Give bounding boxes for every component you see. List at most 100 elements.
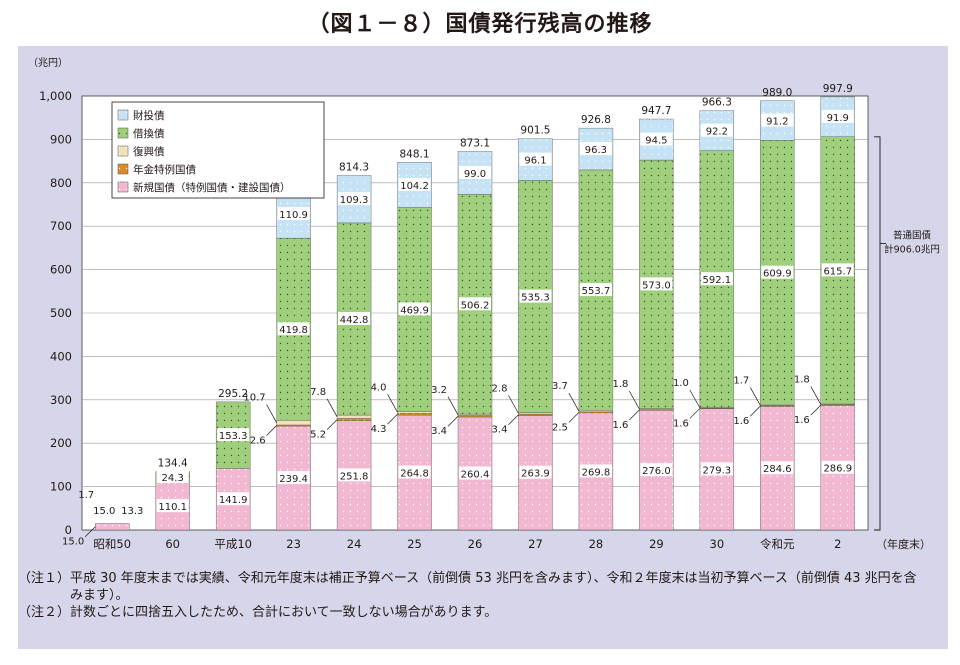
segment-label: 609.9 [763,269,792,280]
segment-label: 94.5 [645,136,667,147]
segment-label: 96.3 [585,145,607,156]
segment-label: 141.9 [219,495,248,506]
bar-total-label: 966.3 [702,97,732,109]
legend-swatch-karikae [117,127,129,139]
segment-label-bg [821,460,854,474]
y-tick-label: 0 [65,523,72,537]
footnote-2-label: （注２） [18,605,71,620]
small-segment-label: 2.8 [492,383,508,394]
segment-label-bg [277,207,310,221]
bar-total-label: 848.1 [400,148,430,160]
small-segment-label: 2.6 [250,436,266,447]
segment-label: 615.7 [823,266,852,277]
bar-segment-nenkin [336,418,372,421]
x-tick-label: 昭和50 [93,537,131,551]
small-segment-label: 1.0 [673,378,689,389]
y-tick-label: 700 [50,219,72,233]
segment-label: 239.4 [279,474,308,485]
segment-label-bg [579,283,612,297]
y-tick-label: 800 [50,176,72,190]
segment-label: 592.1 [703,275,732,286]
small-segment-label: 3.7 [552,381,568,392]
segment-label: 276.0 [642,466,671,477]
y-unit-label: （兆円） [28,57,68,69]
segment-label: 110.1 [158,502,187,513]
bar-segment-fukko [457,413,493,416]
bar-segment-fukko [578,410,614,413]
small-segment-label: 3.4 [431,426,447,437]
leader-line [750,387,761,406]
segment-label-bg [519,465,552,479]
legend-label: 新規国債（特例国債・建設国債） [133,181,291,194]
segment-label-bg [398,302,431,316]
legend-label: 財投債 [133,109,165,122]
leader-line [810,404,822,416]
small-segment-label: 1.6 [673,418,689,429]
x-tick-label: 29 [649,537,664,551]
x-tick-label: 30 [710,537,725,551]
y-tick-label: 100 [50,480,72,494]
segment-label: 279.3 [703,465,732,476]
leader-line [508,414,519,425]
leader-line [326,398,338,417]
segment-label-bg [459,165,491,179]
segment-label: 264.8 [400,469,429,480]
segment-label-bg [640,132,673,146]
segment-label-bg [821,109,854,123]
leader-line [629,409,640,421]
leader-line [629,390,640,410]
legend-swatch-zaito [117,109,129,121]
segment-label: 419.8 [279,325,308,336]
extra-label: 1.7 [78,490,94,501]
leader-line [568,412,580,423]
x-tick-label: 60 [165,537,180,551]
leader-line [84,526,96,537]
legend-label: 借換債 [133,127,165,140]
footnote-1-text: 平成 30 年度末までは実績、令和元年度末は補正予算ベース（前倒債 53 兆円を… [70,571,917,603]
bar-total-label: 997.9 [823,83,853,95]
small-segment-label: 3.2 [431,385,447,396]
x-tick-label: 2 [834,537,841,551]
segment-label-bg [459,466,491,480]
segment-label: 260.4 [461,469,490,480]
segment-label-bg [579,142,612,156]
small-segment-label: 4.0 [371,382,387,393]
footnote-2-text: 計数ごとに四捨五入したため、合計において一致しない場合があります。 [70,605,498,620]
segment-label-bg [156,469,189,483]
segment-label-bg [398,465,431,479]
small-segment-label: 3.4 [492,425,508,436]
segment-label-bg [519,289,552,303]
segment-label: 96.1 [524,156,546,167]
segment-label-bg [821,263,854,277]
y-tick-label: 200 [50,436,72,450]
chart-panel: 0 100 200 300 400 500 600 700 800 900 1,000 （兆円） 15.… [18,46,948,649]
segment-label: 153.3 [219,431,248,442]
segment-label: 91.2 [766,117,788,128]
y-tick-label: 300 [50,393,72,407]
segment-label-bg [217,428,250,442]
small-segment-label: 1.7 [733,375,749,386]
leader-line [508,395,519,414]
footnote-2: （注２） 計数ごとに四捨五入したため、合計において一致しない場合があります。 [18,604,918,621]
segment-label-bg [338,311,371,325]
legend-swatch-nenkin [117,163,129,175]
segment-label: 104.2 [400,181,429,192]
x-tick-label: 令和元 [760,537,795,551]
legend-label: 復興債 [133,145,165,158]
segment-label-bg [277,322,310,336]
segment-label-bg [277,471,310,485]
chart-title: （図１－８）国債発行残高の推移 [307,12,653,37]
segment-label: 286.9 [823,464,852,475]
segment-label: 269.8 [582,467,611,478]
leader-line [447,396,459,415]
x-tick-label: 24 [347,537,362,551]
segment-label: 24.3 [162,473,184,484]
segment-label-bg [761,461,794,475]
segment-label: 15.0 [93,506,115,517]
leader-line [750,405,761,417]
segment-label-bg [640,463,673,477]
small-segment-label: 1.8 [794,374,810,385]
small-segment-label: 15.0 [62,537,84,548]
leader-line [387,413,398,425]
bar-segment-fukko [397,411,432,414]
